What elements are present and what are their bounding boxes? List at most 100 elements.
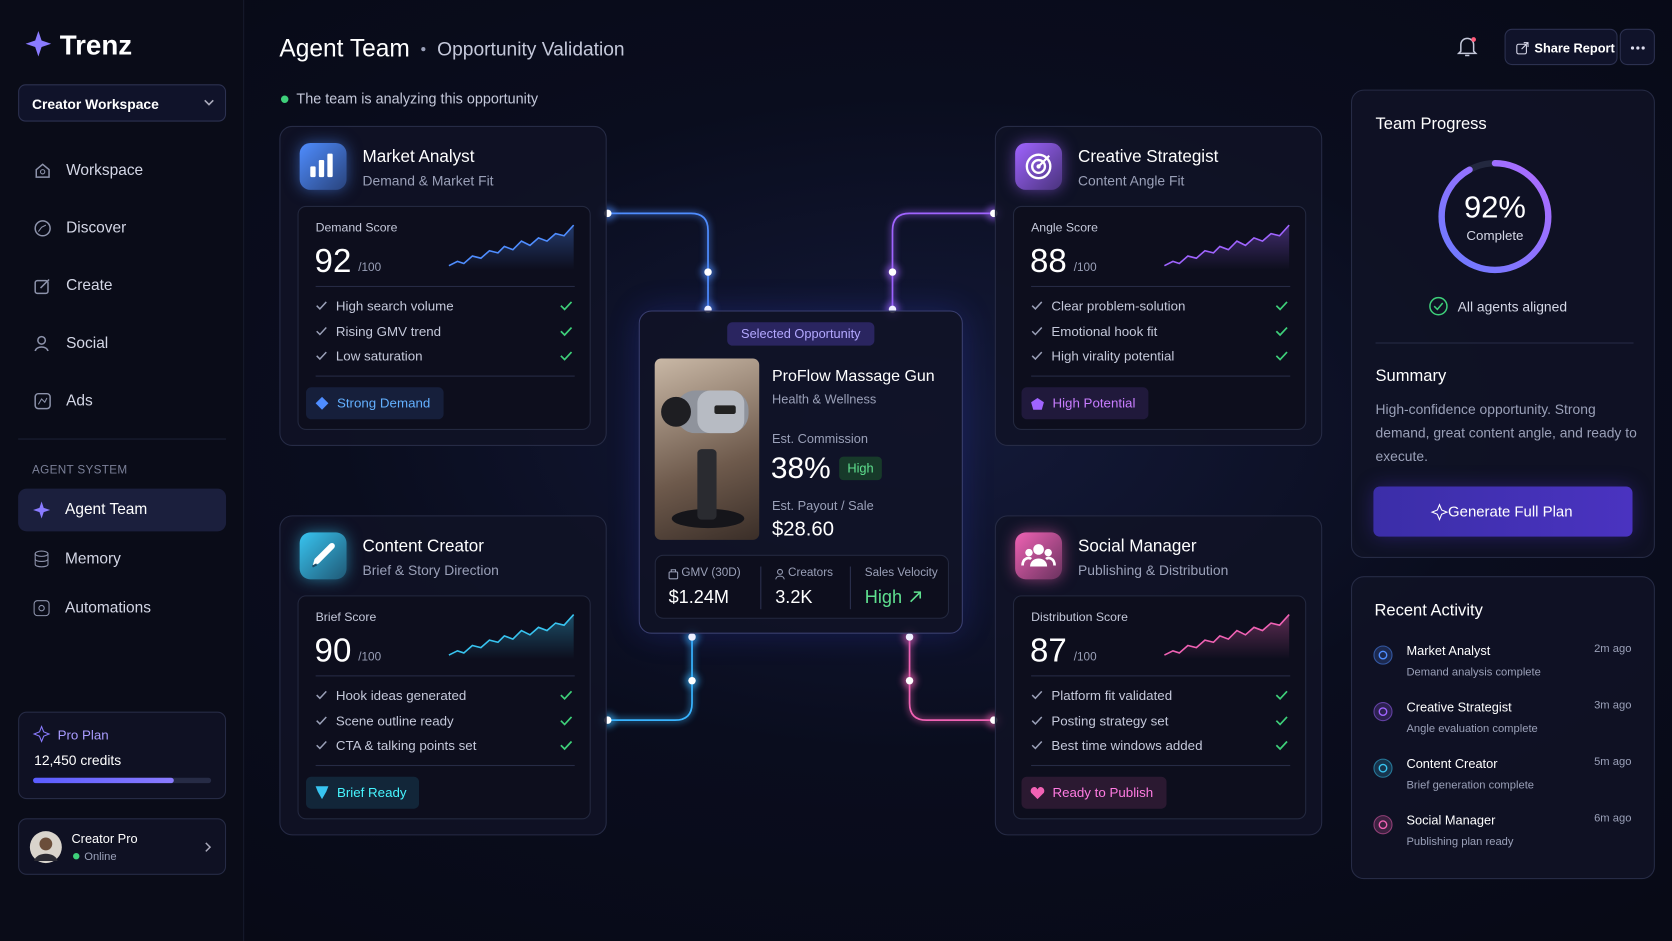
opportunity-tag: Selected Opportunity	[727, 322, 875, 346]
check-icon	[316, 690, 327, 700]
score-box: Brief Score 90/100 Hook ideas generated Sce…	[297, 595, 591, 820]
nav-item[interactable]: Discover	[26, 211, 226, 245]
trend-arrow	[910, 591, 922, 603]
stat-label: Creators	[787, 566, 833, 580]
divider	[1031, 375, 1291, 377]
agent-role: Brief & Story Direction	[362, 562, 499, 579]
score-max: /100	[358, 650, 382, 664]
page-subtitle: Opportunity Validation	[437, 38, 625, 60]
page-title: Agent Team	[279, 34, 410, 62]
activity-name: Creative Strategist	[1406, 699, 1512, 715]
check-ok	[560, 326, 573, 336]
check-text: Clear problem-solution	[1051, 298, 1186, 314]
payout-label: Est. Payout / Sale	[772, 498, 874, 514]
check-text: Hook ideas generated	[335, 688, 467, 704]
check-ok	[1275, 301, 1288, 311]
connector	[607, 212, 709, 311]
product-photo	[661, 390, 749, 529]
aligned-icon	[1429, 296, 1448, 316]
check-text: CTA & talking points set	[335, 738, 477, 754]
check-ok	[560, 351, 573, 361]
check-icon	[1031, 715, 1043, 725]
activity-name: Market Analyst	[1406, 643, 1491, 659]
divider	[1031, 285, 1291, 287]
agent-card: Social Manager Publishing & Distribution D…	[994, 515, 1323, 836]
status-text: The team is analyzing this opportunity	[296, 90, 539, 107]
connector-dot	[688, 633, 696, 641]
badge-label: Strong Demand	[336, 395, 431, 411]
score-label: Angle Score	[1031, 221, 1098, 235]
avatar	[29, 831, 62, 864]
connector-glow	[890, 211, 994, 311]
divider	[18, 438, 227, 440]
more-button[interactable]	[1619, 28, 1655, 66]
agent-glyph	[1025, 153, 1052, 180]
connector-dot	[688, 676, 696, 685]
activity-detail: Brief generation complete	[1406, 778, 1535, 792]
user-status: Online	[84, 850, 117, 864]
generate-button[interactable]: Generate Full Plan	[1373, 486, 1633, 537]
nav-label: Social	[66, 335, 109, 353]
badge-label: High Potential	[1052, 395, 1136, 411]
nav-item[interactable]: Social	[26, 326, 226, 360]
agent-icon	[299, 142, 347, 190]
commission-tag-text: High	[847, 460, 874, 476]
agent-nav-item[interactable]: Automations	[18, 587, 226, 630]
divider	[1031, 675, 1291, 677]
stat-value: $1.24M	[668, 586, 730, 608]
chevron-down	[204, 99, 214, 106]
nav-icon	[34, 220, 51, 237]
nav-item[interactable]: Workspace	[26, 154, 226, 188]
nav-icon	[34, 392, 51, 410]
nav-item[interactable]: Create	[26, 269, 226, 303]
score-value: 90	[314, 631, 352, 669]
activity-time: 5m ago	[1594, 755, 1632, 769]
bell-button[interactable]	[1456, 36, 1478, 57]
agent-name: Social Manager	[1078, 537, 1197, 556]
check-ok	[1275, 715, 1288, 726]
share-button[interactable]: Share Report	[1504, 28, 1618, 66]
check-icon	[316, 351, 327, 361]
team-progress-panel: Team Progress 92% Complete All agents align…	[1351, 89, 1655, 558]
share-icon	[1516, 42, 1529, 55]
score-label: Brief Score	[315, 611, 377, 625]
panel-title: Recent Activity	[1374, 601, 1483, 620]
check-text: High search volume	[335, 298, 454, 314]
workspace-select[interactable]: Creator Workspace	[18, 84, 227, 122]
sparkline	[448, 613, 575, 660]
check-ok	[560, 690, 573, 701]
plan-credits: 12,450 credits	[34, 752, 122, 769]
progress-ring	[1438, 160, 1552, 274]
activity-icon	[1373, 645, 1393, 665]
agent-nav-icon	[33, 600, 50, 617]
agent-nav-item[interactable]: Memory	[18, 538, 226, 581]
agent-glyph	[1021, 544, 1056, 567]
score-max: /100	[1073, 650, 1097, 664]
nav-label: Discover	[66, 219, 127, 237]
divider	[315, 675, 575, 677]
check-icon	[316, 326, 327, 336]
product-image	[654, 358, 760, 540]
commission-tag: High	[839, 456, 882, 481]
sparkline	[1164, 224, 1290, 270]
agent-glyph	[311, 542, 335, 568]
check-icon	[1031, 326, 1043, 336]
check-icon	[316, 301, 327, 310]
opportunity-card: Selected Opportunity ProFlow Massage Gun H…	[638, 310, 963, 634]
badge-label: Brief Ready	[336, 785, 407, 801]
score-box: Demand Score 92/100 High search volume Risi…	[297, 205, 591, 430]
brand-logo	[25, 30, 52, 57]
nav-item[interactable]: Ads	[26, 384, 226, 418]
stat-icon	[668, 569, 679, 580]
recent-activity-panel: Recent Activity Market Analyst Demand anal…	[1351, 576, 1655, 880]
commission-label: Est. Commission	[772, 431, 869, 446]
agent-card: Market Analyst Demand & Market Fit Demand …	[279, 125, 607, 446]
payout-value: $28.60	[772, 518, 834, 541]
agent-nav-item[interactable]: Agent Team	[18, 488, 227, 532]
score-label: Distribution Score	[1031, 611, 1128, 625]
connector	[891, 212, 994, 311]
more-icon	[1630, 46, 1645, 50]
user-card[interactable]: Creator Pro Online	[18, 818, 227, 875]
workspace-name: Creator Workspace	[31, 96, 159, 113]
score-value: 88	[1030, 242, 1067, 280]
